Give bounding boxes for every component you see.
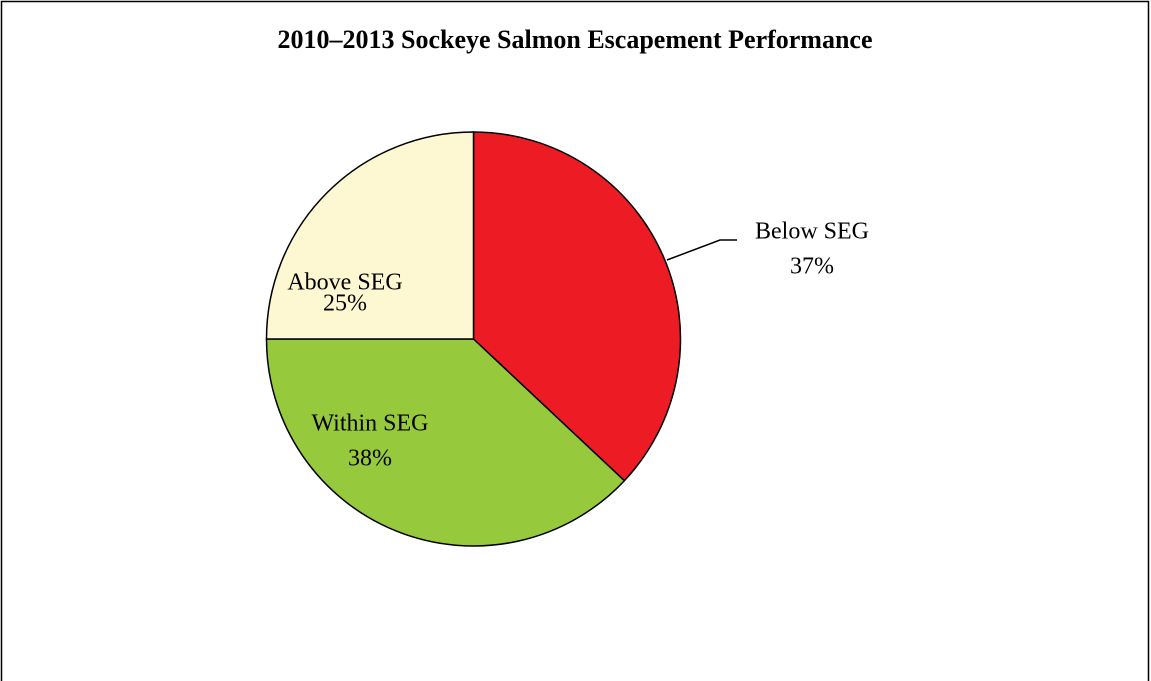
pie-slice [472, 131, 682, 482]
slice-label: Within SEG [311, 411, 428, 437]
pie-slice [265, 131, 475, 340]
slice-value-label: 37% [790, 254, 834, 280]
slice-label: Below SEG [755, 219, 869, 245]
pie-slice [265, 338, 626, 547]
leader-line [666, 239, 737, 261]
slice-value-label: 25% [323, 291, 367, 317]
slice-value-label: 38% [348, 446, 392, 472]
slice-label: Above SEG [287, 270, 402, 296]
chart-title: 2010–2013 Sockeye Salmon Escapement Perf… [277, 25, 872, 54]
